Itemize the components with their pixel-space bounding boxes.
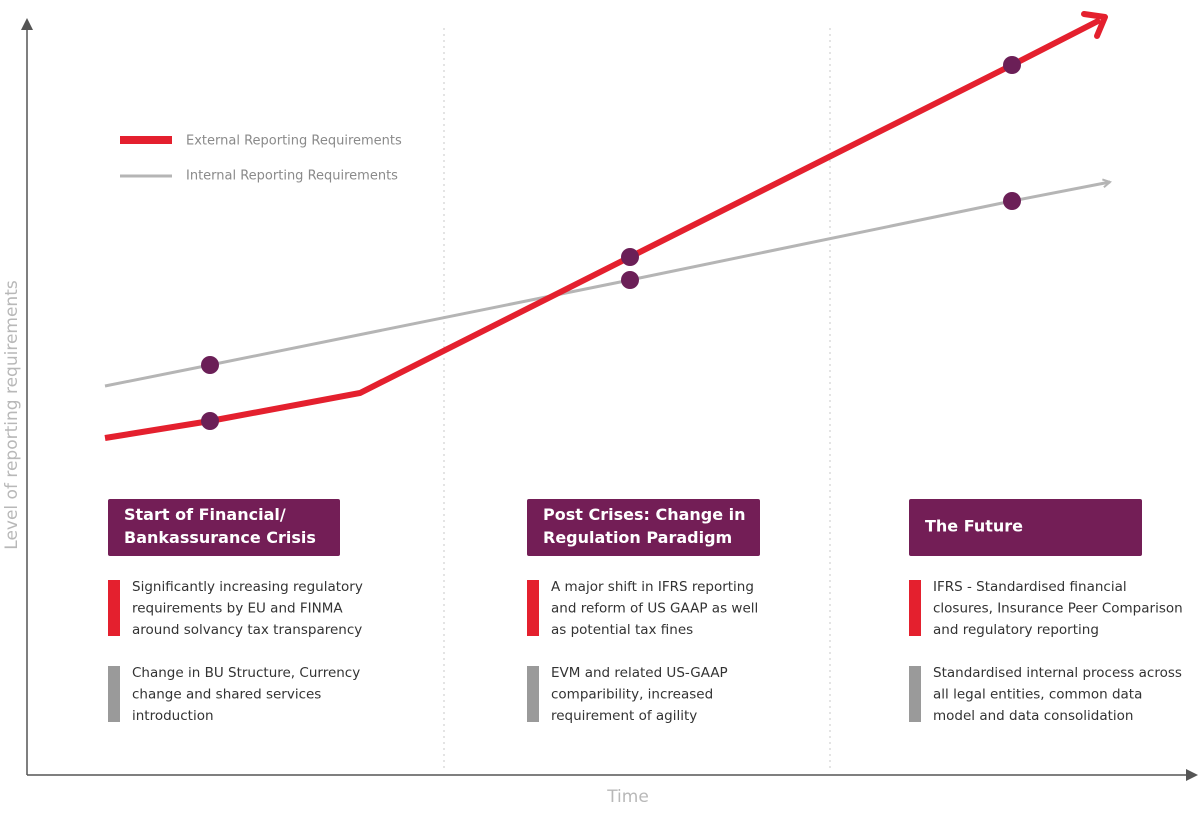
bullet-text: closures, Insurance Peer Comparison <box>933 601 1183 617</box>
bullet-text: and regulatory reporting <box>933 622 1099 638</box>
bullet-text: and reform of US GAAP as well <box>551 601 758 617</box>
internal-marker <box>909 666 921 722</box>
bullet-text: as potential tax fines <box>551 622 693 638</box>
bullet-text: Significantly increasing regulatory <box>132 579 363 595</box>
bullet-text: all legal entities, common data <box>933 687 1142 703</box>
external-arrow <box>1081 11 1108 39</box>
external-marker <box>108 580 120 636</box>
milestone-dot <box>1003 192 1021 210</box>
y-axis-title: Level of reporting requirements <box>2 280 22 550</box>
external-line <box>104 17 1102 441</box>
legend-label: Internal Reporting Requirements <box>186 169 398 184</box>
external-marker <box>909 580 921 636</box>
external-marker <box>527 580 539 636</box>
phase-title: Post Crises: Change in <box>543 505 746 524</box>
phase-title: The Future <box>925 517 1023 536</box>
legend-label: External Reporting Requirements <box>186 134 402 149</box>
internal-line <box>104 182 1110 388</box>
bullet-text: comparibility, increased <box>551 687 713 703</box>
phase-box <box>527 499 760 556</box>
bullet-text: EVM and related US-GAAP <box>551 665 728 681</box>
x-axis-arrow <box>1186 769 1198 781</box>
bullet-text: change and shared services <box>132 687 321 703</box>
milestone-dot <box>621 248 639 266</box>
milestone-dot <box>201 356 219 374</box>
milestone-dot <box>1003 56 1021 74</box>
y-axis-arrow <box>21 18 33 30</box>
milestone-dot <box>621 271 639 289</box>
phase-title: Start of Financial/ <box>124 505 286 524</box>
phase-box <box>909 499 1142 556</box>
internal-marker <box>108 666 120 722</box>
bullet-text: IFRS - Standardised financial <box>933 579 1127 595</box>
internal-marker <box>527 666 539 722</box>
phase-box <box>108 499 340 556</box>
phase-title: Bankassurance Crisis <box>124 528 316 547</box>
milestone-dot <box>201 412 219 430</box>
phase-title: Regulation Paradigm <box>543 528 732 547</box>
bullet-text: Standardised internal process across <box>933 665 1182 681</box>
milestones <box>201 56 1021 430</box>
bullet-text: requirements by EU and FINMA <box>132 601 343 617</box>
bullet-text: around solvancy tax transparency <box>132 622 362 638</box>
bullet-text: A major shift in IFRS reporting <box>551 579 754 595</box>
bullet-text: introduction <box>132 708 214 724</box>
bullet-text: Change in BU Structure, Currency <box>132 665 360 681</box>
bullet-text: model and data consolidation <box>933 708 1133 724</box>
x-axis-title: Time <box>606 787 649 807</box>
bullet-text: requirement of agility <box>551 708 697 724</box>
